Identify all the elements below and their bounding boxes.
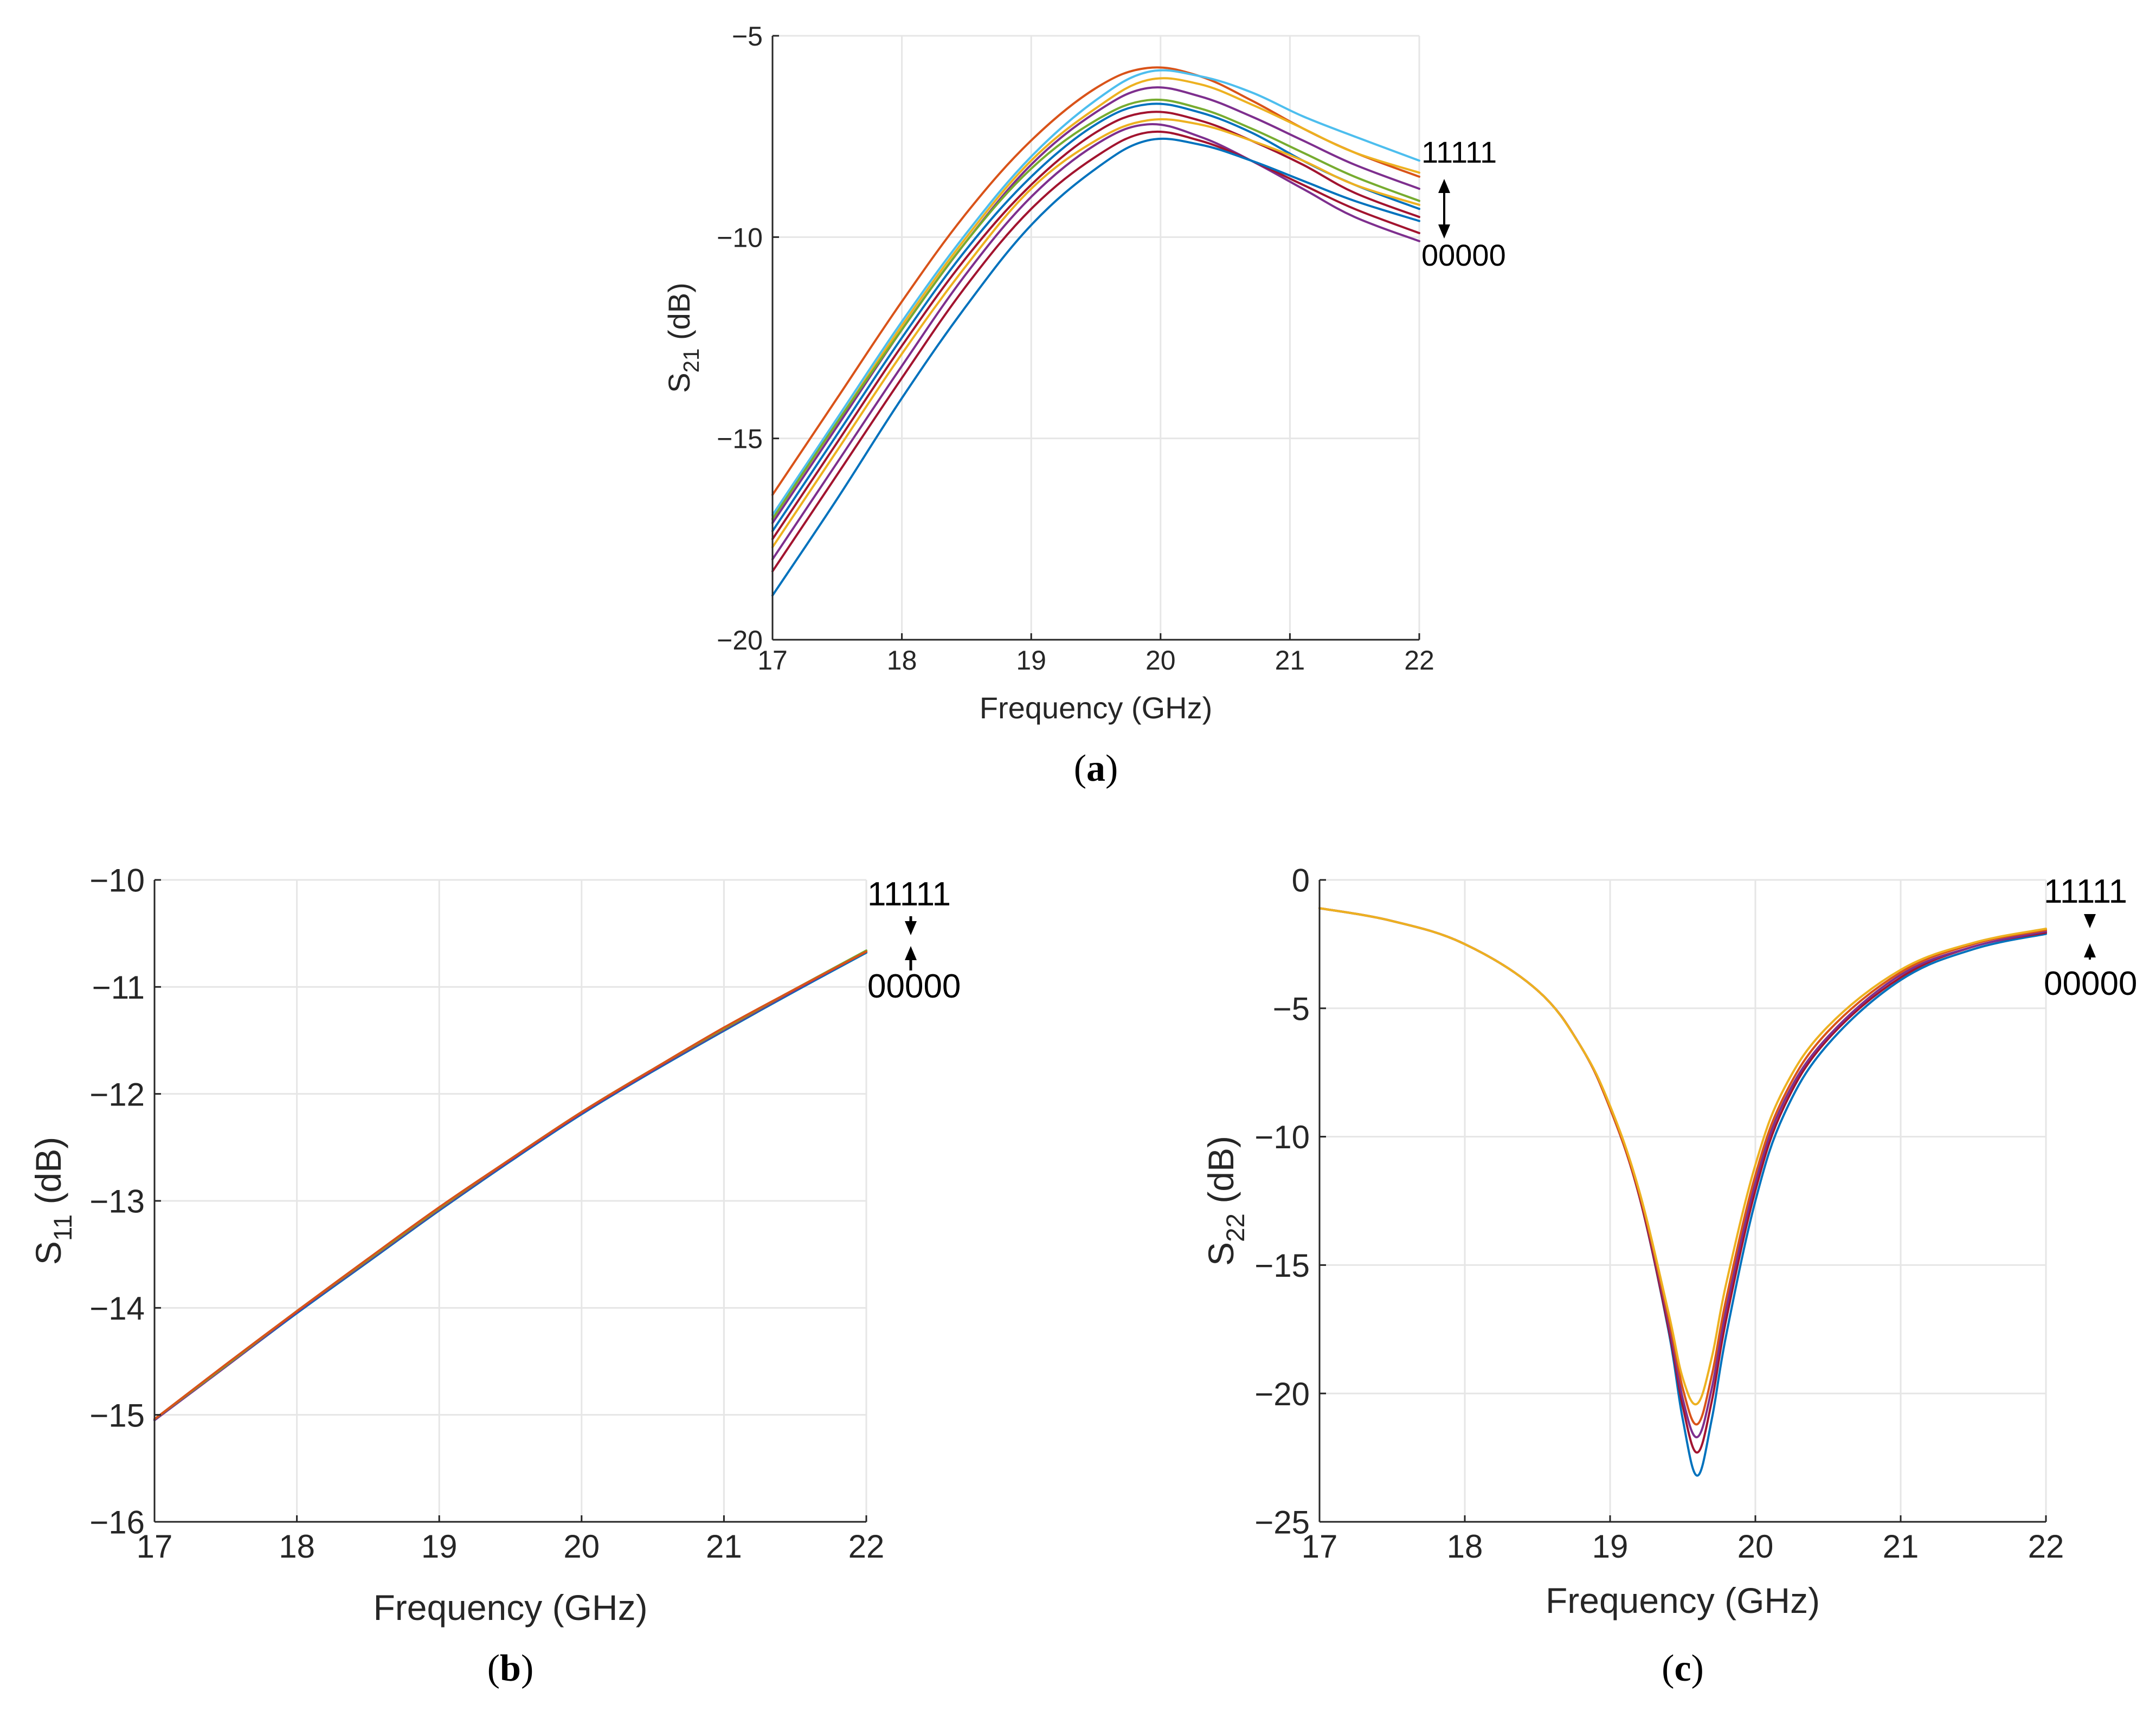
x-tick-label: 21 <box>1275 645 1305 676</box>
y-tick-label: −20 <box>717 625 763 655</box>
y-tick-label: −5 <box>732 21 763 52</box>
y-axis-label-unit: (dB) <box>1201 1136 1241 1213</box>
y-axis-label-main: S <box>28 1241 68 1265</box>
y-axis-label: S11 (dB) <box>28 1137 78 1265</box>
annotation-bottom: 00000 <box>1421 238 1506 272</box>
y-tick-label: −10 <box>717 222 763 253</box>
panel-label-close: ) <box>521 1648 533 1689</box>
series-group <box>1318 907 2047 1477</box>
x-tick-label: 17 <box>1302 1528 1338 1565</box>
y-tick-label: −11 <box>92 969 145 1006</box>
y-tick-label: −12 <box>89 1076 145 1112</box>
range-annotation: 11111 00000 <box>1421 135 1506 272</box>
x-tick-label: 20 <box>563 1528 600 1565</box>
series-line-s5 <box>771 98 1420 520</box>
panel-label: (c) <box>1662 1648 1704 1689</box>
annotation-arrow-up-head <box>905 946 917 960</box>
x-tick-label: 19 <box>1592 1528 1629 1565</box>
range-annotation: 11111 00000 <box>2044 873 2137 1002</box>
x-tick-label: 19 <box>1016 645 1046 676</box>
chart-b: 17 18 19 20 21 22 −16 −15 −14 −13 −12 −11 −10 Frequen… <box>28 863 961 1689</box>
panel-label-close: ) <box>1691 1648 1704 1689</box>
annotation-bottom: 00000 <box>867 968 961 1005</box>
series-line-s9 <box>771 123 1420 561</box>
y-axis-label-sub: 21 <box>679 349 704 373</box>
y-tick-label: −5 <box>1273 991 1310 1027</box>
annotation-arrow-up-head <box>2084 943 2096 957</box>
y-axis-label: S21 (dB) <box>662 282 704 393</box>
annotation-bottom: 00000 <box>2044 965 2137 1002</box>
y-tick-label: −15 <box>89 1397 145 1433</box>
panel-label-letter: a <box>1086 748 1105 789</box>
y-axis-label-main: S <box>662 372 696 393</box>
annotation-arrow-head-down <box>1438 224 1450 239</box>
series-line-s11 <box>771 137 1420 597</box>
x-tick-label: 21 <box>1883 1528 1919 1565</box>
x-tick-label: 19 <box>421 1528 458 1565</box>
chart-c: 17 18 19 20 21 22 −25 −20 −15 −10 −5 0 Frequency (GH… <box>1201 863 2137 1689</box>
x-axis-label: Frequency (GHz) <box>1546 1580 1820 1620</box>
panel-label-letter: c <box>1674 1648 1691 1689</box>
x-tick-label: 17 <box>137 1528 173 1565</box>
x-tick-label: 20 <box>1737 1528 1774 1565</box>
annotation-arrow-down-head <box>2084 914 2096 928</box>
y-tick-label: −13 <box>89 1184 145 1220</box>
x-tick-label: 17 <box>757 645 788 676</box>
y-axis-label: S22 (dB) <box>1201 1136 1250 1266</box>
panel-label-letter: b <box>500 1648 521 1689</box>
annotation-top: 11111 <box>867 876 951 913</box>
x-tick-label: 22 <box>1404 645 1434 676</box>
y-axis-label-sub: 22 <box>1221 1213 1250 1242</box>
y-tick-label: −15 <box>1254 1247 1310 1284</box>
panel-label-open: ( <box>487 1648 500 1689</box>
series-line-s7 <box>771 111 1420 541</box>
plot-area <box>773 36 1419 640</box>
y-tick-label: −10 <box>89 863 145 899</box>
annotation-top: 11111 <box>1421 135 1497 169</box>
series-line-s2 <box>771 69 1420 516</box>
y-axis-label-unit: (dB) <box>28 1137 68 1214</box>
x-tick-label: 22 <box>2028 1528 2064 1565</box>
y-tick-label: −15 <box>717 424 763 454</box>
series-line-s5 <box>1318 907 2047 1406</box>
plot-area <box>1320 880 2046 1522</box>
series-group <box>153 949 867 1422</box>
x-axis-label: Frequency (GHz) <box>980 691 1212 725</box>
y-tick-label: −14 <box>89 1290 145 1327</box>
panel-label: (b) <box>487 1648 534 1689</box>
series-line-s3 <box>771 77 1420 520</box>
annotation-arrow-head-up <box>1438 179 1450 193</box>
x-tick-label: 18 <box>1447 1528 1483 1565</box>
x-axis-label: Frequency (GHz) <box>373 1587 647 1628</box>
panel-label-open: ( <box>1662 1648 1674 1689</box>
x-tick-label: 18 <box>887 645 917 676</box>
series-line-s10 <box>771 130 1420 573</box>
series-group <box>771 66 1420 597</box>
annotation-arrow-down-head <box>905 921 917 935</box>
y-tick-label: −10 <box>1254 1119 1310 1155</box>
x-tick-label: 18 <box>279 1528 315 1565</box>
series-line-s4 <box>153 950 867 1420</box>
panel-label-open: ( <box>1074 748 1086 789</box>
annotation-top: 11111 <box>2044 873 2127 910</box>
y-axis-label-unit: (dB) <box>662 282 696 348</box>
y-tick-label: −20 <box>1254 1376 1310 1412</box>
range-annotation: 11111 00000 <box>867 876 961 1005</box>
y-tick-label: 0 <box>1292 863 1310 899</box>
y-axis-label-main: S <box>1201 1242 1241 1266</box>
panel-label-close: ) <box>1105 748 1118 789</box>
x-tick-label: 20 <box>1145 645 1176 676</box>
x-tick-label: 22 <box>848 1528 885 1565</box>
series-line-s8 <box>771 118 1420 549</box>
panel-label: (a) <box>1074 748 1118 789</box>
x-tick-label: 21 <box>706 1528 742 1565</box>
y-axis-label-sub: 11 <box>49 1214 78 1241</box>
y-tick-label: −25 <box>1254 1504 1310 1541</box>
y-tick-label: −16 <box>89 1504 145 1541</box>
